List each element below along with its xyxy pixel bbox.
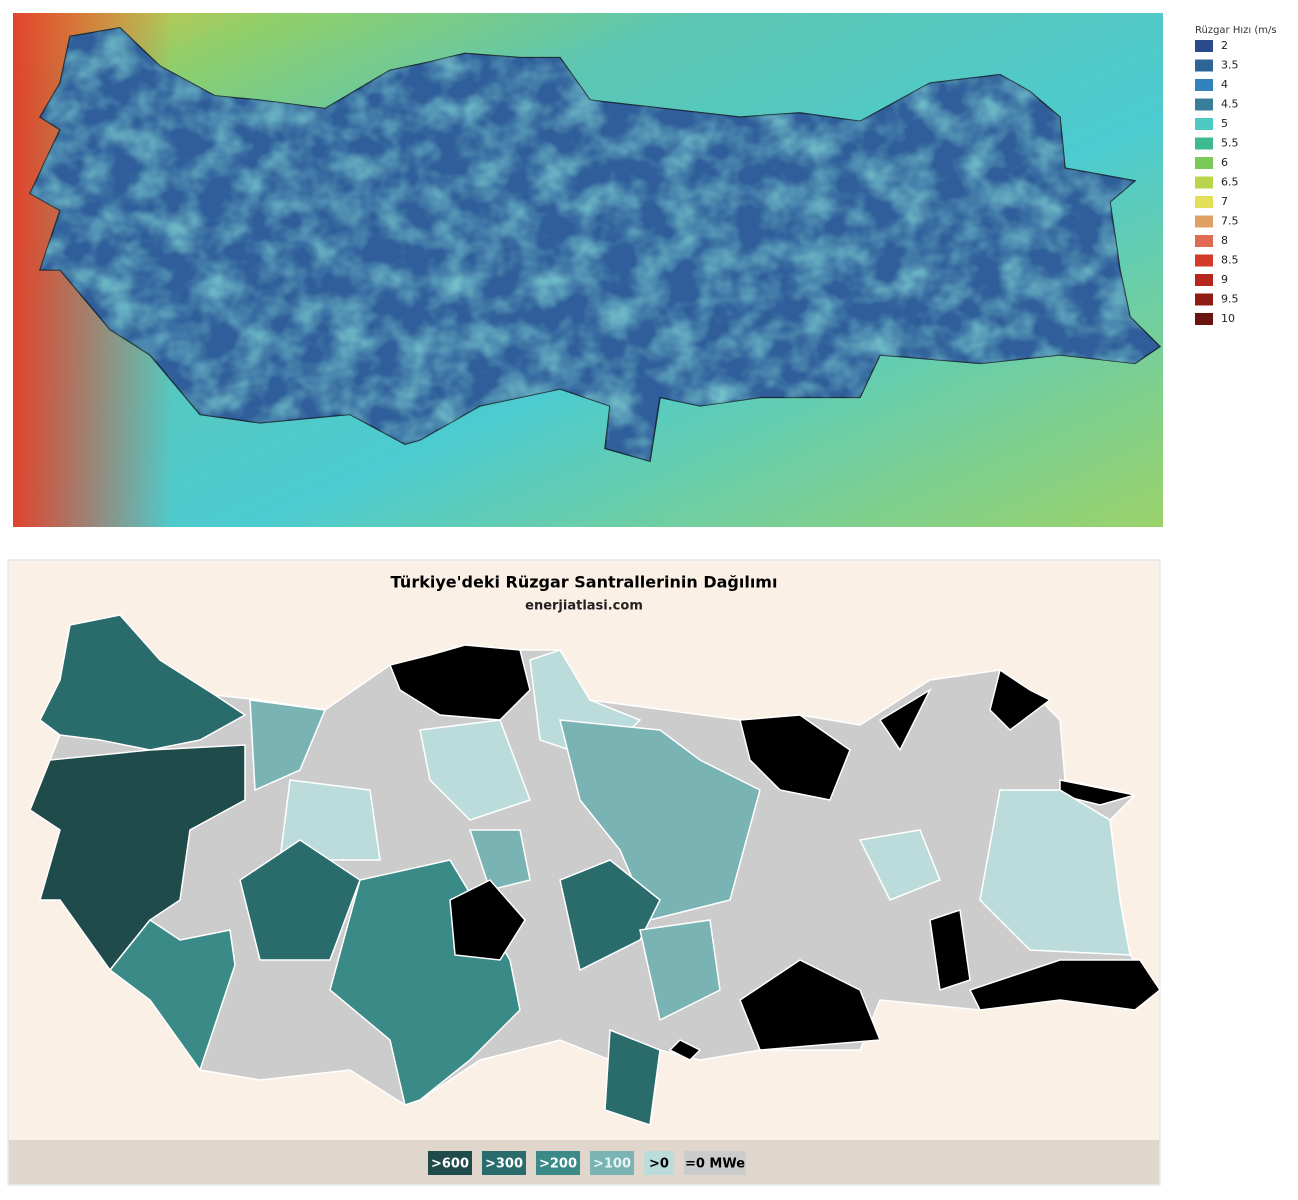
legend-swatch: [1195, 215, 1213, 228]
legend-swatch: [684, 1151, 746, 1175]
legend-label: 6: [1221, 156, 1228, 169]
legend-label: 8.5: [1221, 254, 1239, 267]
legend-title: Rüzgar Hızı (m/s: [1195, 25, 1277, 36]
legend-label: 10: [1221, 312, 1235, 325]
legend-label: >600: [431, 1157, 469, 1172]
legend-label: 7.5: [1221, 215, 1239, 228]
legend-label: =0 MWe: [685, 1157, 745, 1172]
legend-bar: [9, 1140, 1159, 1184]
legend-label: 4.5: [1221, 98, 1239, 111]
legend-label: 9: [1221, 273, 1228, 286]
legend-label: 8: [1221, 234, 1228, 247]
legend-swatch: [1195, 254, 1213, 267]
legend-swatch: [1195, 293, 1213, 306]
legend-swatch: [1195, 98, 1213, 111]
legend-label: 5: [1221, 117, 1228, 130]
legend-label: 5.5: [1221, 137, 1239, 150]
legend-swatch: [1195, 79, 1213, 91]
legend-swatch: [1195, 157, 1213, 169]
plant-map: Türkiye'deki Rüzgar Santrallerinin Dağıl…: [7, 559, 1162, 1186]
wind-map: [13, 13, 1163, 527]
legend-swatch: [1195, 235, 1213, 247]
legend-label: >200: [539, 1157, 577, 1172]
legend-swatch: [1195, 59, 1213, 72]
legend-label: 2: [1221, 39, 1228, 52]
legend-swatch: [1195, 176, 1213, 189]
legend-label: 7: [1221, 195, 1228, 208]
legend-swatch: [482, 1151, 526, 1175]
subtitle: enerjiatlasi.com: [525, 599, 643, 614]
title: Türkiye'deki Rüzgar Santrallerinin Dağıl…: [391, 573, 778, 592]
legend-swatch: [644, 1151, 674, 1175]
provinces: [29, 614, 1162, 1126]
legend-label: 3.5: [1221, 59, 1239, 72]
legend-swatch: [1195, 313, 1213, 325]
legend-swatch: [1195, 118, 1213, 130]
legend-swatch: [536, 1151, 580, 1175]
legend-label: 6.5: [1221, 176, 1239, 189]
wind-legend: 2 3.5 4 4.5 5 5.5 6 6.5 7 7.5 8 8.5 9 9.5 10: [1195, 39, 1239, 325]
legend-label: >0: [649, 1157, 669, 1172]
legend-swatch: [428, 1151, 472, 1175]
legend-swatch: [1195, 137, 1213, 150]
legend-swatch: [1195, 274, 1213, 286]
legend-swatch: [1195, 40, 1213, 52]
plant-legend: >600 >300 >200 >100 >0 =0 MWe: [428, 1151, 746, 1175]
legend-swatch: [590, 1151, 634, 1175]
legend-label: >100: [593, 1157, 631, 1172]
legend-label: >300: [485, 1157, 523, 1172]
legend-swatch: [1195, 196, 1213, 208]
legend-label: 4: [1221, 78, 1228, 91]
legend-label: 9.5: [1221, 293, 1239, 306]
